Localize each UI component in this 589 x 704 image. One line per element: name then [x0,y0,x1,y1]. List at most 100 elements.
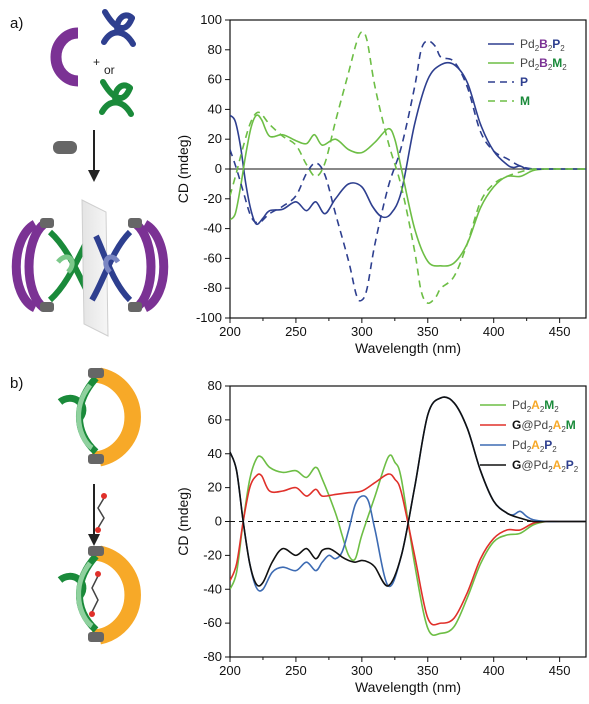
y-tick-label: 20 [208,480,222,495]
x-tick-label: 350 [417,324,439,339]
legend-text-part: M [520,94,530,108]
schematic-b [57,367,141,645]
legend-entry-3: M [520,94,530,108]
y-tick-label: 60 [208,72,222,87]
legend-text-part: B [539,37,548,51]
legend-entry-2: Pd2A2P2 [512,438,557,454]
x-tick-label: 200 [219,663,241,678]
series-line-2 [230,396,586,592]
x-tick-label: 300 [351,663,373,678]
panel-label-a: a) [10,15,23,32]
legend-text-part: G [512,458,521,472]
y-tick-label: -60 [203,250,222,265]
legend-text-part: 2 [554,405,559,414]
legend-entry-3: G@Pd2A2P2 [512,458,579,474]
legend-text-part: 2 [561,465,566,474]
legend-text-part: 2 [562,63,567,72]
legend-text-part: A [531,398,540,412]
y-tick-label: -60 [203,615,222,630]
legend-text-part: A [553,458,562,472]
schematic-a: + or [11,9,169,337]
legend-text-part: P [544,438,552,452]
legend-text-part: M [566,418,576,432]
legend-entry-2: P [520,75,528,89]
legend-entry-0: Pd2A2M2 [512,398,559,414]
y-tick-label: -20 [203,547,222,562]
or-text: or [104,63,115,77]
y-tick-label: -80 [203,280,222,295]
legend-text-part: 2 [540,445,545,454]
series-line-3 [230,31,586,305]
navy-ligand-p-icon [101,9,136,47]
legend-text-part: 2 [548,44,553,53]
legend-entry-1: Pd2B2M2 [520,56,567,72]
legend-text-part: @Pd [521,418,548,432]
legend-text-part: 2 [560,44,565,53]
legend-text-part: P [566,458,574,472]
y-tick-label: 60 [208,412,222,427]
legend-text-part: G [512,418,521,432]
legend-text-part: 2 [535,63,540,72]
y-tick-label: -100 [196,310,222,325]
legend-text-part: P [520,75,528,89]
legend-text-part: B [539,56,548,70]
legend-text-part: M [552,56,562,70]
legend-text-part: 2 [548,465,553,474]
series-line-1 [230,114,586,267]
legend-text-part: Pd [512,398,527,412]
legend-text-part: M [544,398,554,412]
y-tick-label: -20 [203,191,222,206]
legend-text-part: 2 [540,405,545,414]
legend-text-part: Pd [520,37,535,51]
x-axis-title: Wavelength (nm) [355,340,461,356]
series-line-1 [230,473,586,626]
cage-a-icon [11,199,169,337]
y-tick-label: 0 [215,514,222,529]
series-group [230,396,586,636]
y-axis-title: CD (mdeg) [175,487,191,555]
purple-ligand-icon [50,27,79,87]
y-tick-label: -40 [203,581,222,596]
x-tick-label: 450 [549,324,571,339]
cage-b-bottom-icon [57,545,141,645]
legend-text-part: 2 [548,63,553,72]
legend-text-part: 2 [561,425,566,434]
legend-text-part: 2 [552,445,557,454]
x-tick-label: 450 [549,663,571,678]
legend-entry-1: G@Pd2A2M [512,418,576,434]
y-tick-label: 0 [215,161,222,176]
legend-text-part: Pd [520,56,535,70]
y-tick-label: 80 [208,42,222,57]
y-tick-label: 40 [208,101,222,116]
pd-ion-icon [53,141,77,154]
y-tick-label: -40 [203,221,222,236]
panel-label-b: b) [10,375,23,392]
legend-entry-0: Pd2B2P2 [520,37,565,53]
legend-text-part: A [531,438,540,452]
x-tick-label: 400 [483,324,505,339]
x-tick-label: 300 [351,324,373,339]
x-tick-label: 350 [417,663,439,678]
legend-text-part: A [553,418,562,432]
y-tick-label: 20 [208,131,222,146]
legend-text-part: 2 [574,465,579,474]
green-ligand-m-icon [99,79,134,117]
guest-icon [95,493,107,533]
cage-b-top-icon [57,367,141,467]
x-tick-label: 200 [219,324,241,339]
y-tick-label: 80 [208,378,222,393]
legend-text-part: 2 [527,445,532,454]
y-tick-label: -80 [203,649,222,664]
x-tick-label: 250 [285,324,307,339]
legend-text-part: 2 [535,44,540,53]
legend-text-part: @Pd [521,458,548,472]
legend-text-part: 2 [548,425,553,434]
y-tick-label: 40 [208,446,222,461]
series-line-0 [230,454,586,636]
plus-sign: + [93,55,100,69]
series-group [230,31,586,305]
legend-text-part: Pd [512,438,527,452]
y-axis-title: CD (mdeg) [175,135,191,203]
